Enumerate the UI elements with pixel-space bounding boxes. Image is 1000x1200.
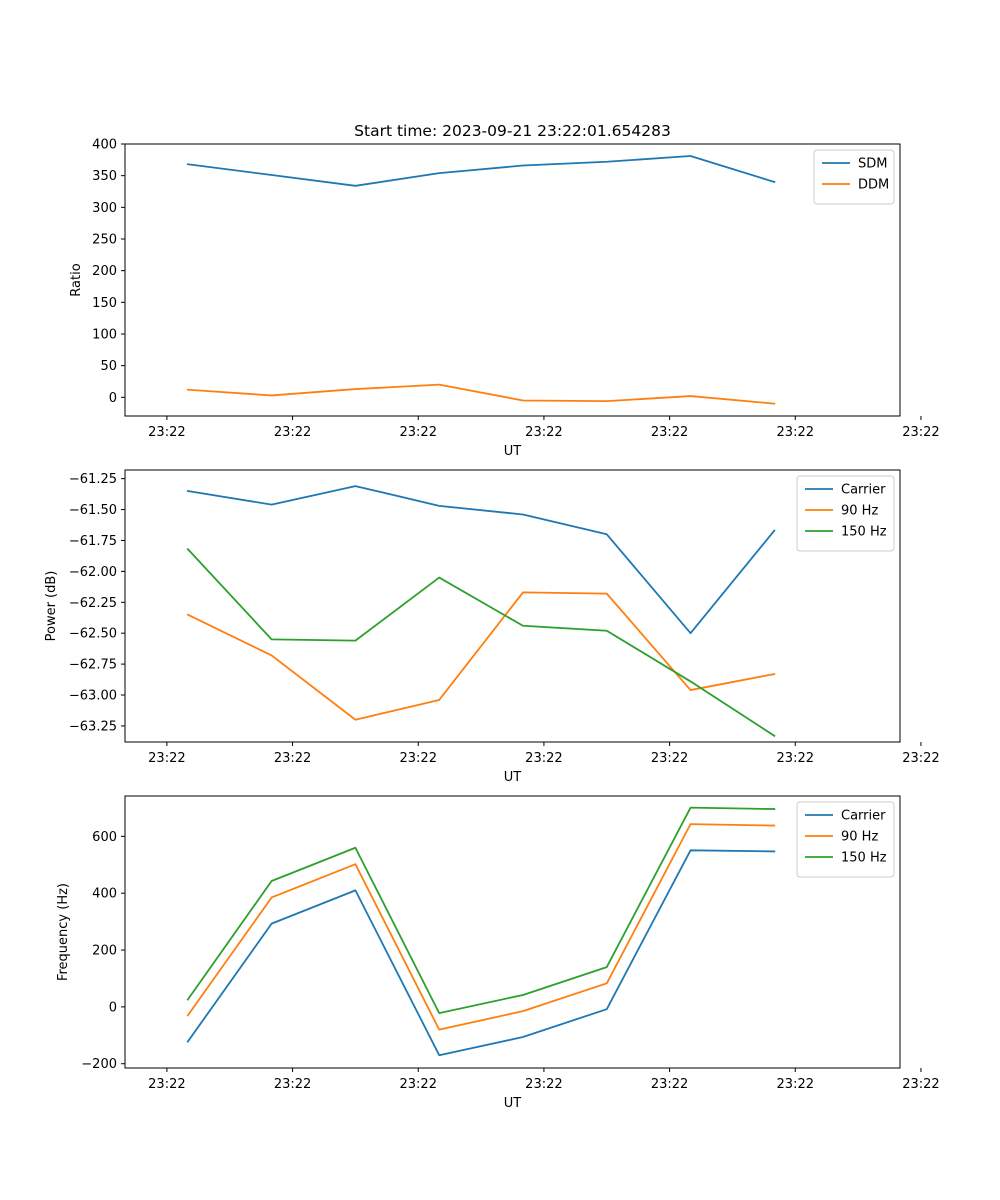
frequency-y-tick-label: 200 [92,944,117,959]
frequency-legend-label: 150 Hz [841,851,887,866]
ratio-y-tick-label: 300 [92,201,117,216]
power-y-tick-label: −62.00 [69,565,117,580]
frequency-x-tick-label: 23:22 [651,1077,688,1092]
power-y-tick-label: −61.75 [69,534,117,549]
frequency-legend-box [796,801,895,878]
power-x-tick-label: 23:22 [902,751,939,766]
ratio-x-tick-label: 23:22 [400,425,437,440]
frequency-series-line-150-hz [186,806,776,1015]
frequency-axes-frame [124,795,901,1069]
frequency-series-line-90-hz [186,823,776,1031]
ratio-y-tick-label: 50 [100,359,117,374]
power-x-tick-label: 23:22 [525,751,562,766]
power-x-tick-label: 23:22 [651,751,688,766]
ratio-y-tick-label: 0 [109,391,117,406]
power-series-line-carrier [186,485,776,635]
power-legend-label: 150 Hz [841,525,887,540]
frequency-x-tick-label: 23:22 [902,1077,939,1092]
frequency-x-tick-label: 23:22 [400,1077,437,1092]
ratio-x-tick-label: 23:22 [651,425,688,440]
frequency-y-tick-label: 0 [109,1000,117,1015]
ratio-y-tick-label: 250 [92,232,117,247]
power-y-tick-label: −63.00 [69,689,117,704]
frequency-x-tick-label: 23:22 [148,1077,185,1092]
frequency-y-tick-label: 400 [92,887,117,902]
frequency-legend-label: Carrier [841,809,886,824]
ratio-y-tick-label: 100 [92,327,117,342]
frequency-legend: Carrier 90 Hz 150 Hz [796,801,895,878]
frequency-x-tick-label: 23:22 [777,1077,814,1092]
ratio-x-tick-label: 23:22 [148,425,185,440]
frequency-x-tick-label: 23:22 [525,1077,562,1092]
power-y-tick-label: −62.75 [69,658,117,673]
ratio-legend-label: DDM [858,178,889,193]
frequency-y-axis-label: Frequency (Hz) [56,883,71,981]
ratio-y-tick-label: 150 [92,296,117,311]
power-y-tick-label: −61.50 [69,503,117,518]
frequency-series-line-carrier [186,849,776,1057]
ratio-series-line-sdm [186,155,776,187]
power-axes-frame [124,469,901,743]
frequency-x-axis-label: UT [504,1096,522,1111]
power-y-tick-label: −61.25 [69,472,117,487]
power-x-tick-label: 23:22 [400,751,437,766]
ratio-y-axis-label: Ratio [69,263,84,296]
frequency-x-tick-label: 23:22 [274,1077,311,1092]
power-legend-label: 90 Hz [841,504,878,519]
ratio-y-tick-label: 400 [92,138,117,153]
power-x-tick-label: 23:22 [777,751,814,766]
ratio-x-tick-label: 23:22 [902,425,939,440]
ratio-x-axis-label: UT [504,444,522,459]
power-legend-box [796,475,895,552]
ratio-series-line-ddm [186,383,776,405]
frequency-legend-label: 90 Hz [841,830,878,845]
ratio-legend: SDM DDM [813,149,895,205]
frequency-y-tick-label: 600 [92,830,117,845]
power-x-axis-label: UT [504,770,522,785]
power-x-tick-label: 23:22 [148,751,185,766]
power-plot: 23:22 23:22 23:22 23:22 23:22 23:22 23:22 −61.2… [44,469,940,785]
power-y-tick-label: −62.50 [69,627,117,642]
power-legend-label: Carrier [841,483,886,498]
frequency-plot: 23:22 23:22 23:22 23:22 23:22 23:22 23:22 −200 0… [56,795,940,1111]
ratio-x-tick-label: 23:22 [274,425,311,440]
ratio-legend-label: SDM [858,157,887,172]
power-y-tick-label: −62.25 [69,596,117,611]
power-series-line-150-hz [186,547,776,738]
power-x-tick-label: 23:22 [274,751,311,766]
ratio-y-tick-label: 350 [92,169,117,184]
power-y-tick-label: −63.25 [69,719,117,734]
ratio-x-tick-label: 23:22 [777,425,814,440]
frequency-y-tick-label: −200 [81,1057,117,1072]
ratio-y-tick-label: 200 [92,264,117,279]
power-legend: Carrier 90 Hz 150 Hz [796,475,895,552]
ratio-axes-frame [124,143,901,417]
chart-title: Start time: 2023-09-21 23:22:01.654283 [354,122,671,140]
ratio-x-tick-label: 23:22 [525,425,562,440]
power-y-axis-label: Power (dB) [44,571,59,642]
ratio-plot: 23:22 23:22 23:22 23:22 23:22 23:22 23:22 0 50 10… [69,138,940,460]
